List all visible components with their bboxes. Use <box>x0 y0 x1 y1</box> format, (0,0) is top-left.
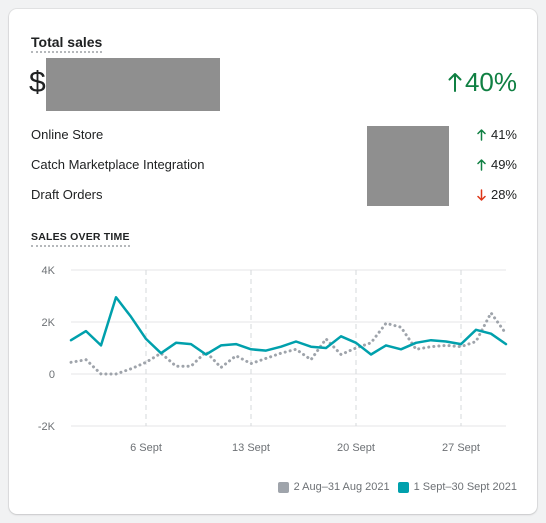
card-title[interactable]: Total sales <box>31 34 103 53</box>
total-sales-card: Total sales $ 40% Online Store 41% Catch… <box>9 9 537 514</box>
breakdown-change-value: 41% <box>490 127 517 142</box>
arrow-up-icon <box>448 72 462 92</box>
sales-over-time-title[interactable]: SALES OVER TIME <box>31 231 130 247</box>
y-axis-ticks: 4K 2K 0 -2K <box>38 265 56 433</box>
chart-grid <box>71 269 506 427</box>
legend-label-current: 1 Sept–30 Sept 2021 <box>413 481 517 493</box>
x-tick-label: 20 Sept <box>337 442 375 454</box>
total-change: 40% <box>448 66 517 98</box>
legend-item-previous[interactable]: 2 Aug–31 Aug 2021 <box>277 481 390 493</box>
breakdown-change: 49% <box>477 155 517 175</box>
arrow-up-icon <box>477 159 486 171</box>
x-tick-label: 27 Sept <box>442 442 480 454</box>
breakdown-row-draft-orders: Draft Orders 28% <box>31 185 517 205</box>
x-tick-label: 13 Sept <box>232 442 270 454</box>
breakdown-change: 28% <box>477 185 517 205</box>
y-tick-label: 2K <box>42 317 56 329</box>
sales-over-time-chart: 4K 2K 0 -2K 6 Sept 13 Sept 20 Sept 27 Sept <box>38 265 508 454</box>
y-tick-label: 0 <box>49 369 55 381</box>
legend-swatch-previous <box>277 481 289 493</box>
breakdown-row-online-store: Online Store 41% <box>31 125 517 145</box>
total-sales-currency: $ <box>29 66 46 99</box>
breakdown-row-catch-marketplace: Catch Marketplace Integration 49% <box>31 155 517 175</box>
legend-swatch-current <box>397 481 409 493</box>
breakdown-label: Online Store <box>31 127 104 142</box>
chart-series <box>69 296 508 376</box>
breakdown-label: Catch Marketplace Integration <box>31 157 205 172</box>
breakdown-change-value: 28% <box>490 187 517 202</box>
legend-label-previous: 2 Aug–31 Aug 2021 <box>293 481 390 493</box>
y-tick-label: 4K <box>42 265 56 277</box>
series-line-previous[interactable] <box>69 311 508 376</box>
breakdown-change-value: 49% <box>490 157 517 172</box>
breakdown-label: Draft Orders <box>31 187 103 202</box>
arrow-down-icon <box>477 189 486 201</box>
arrow-up-icon <box>477 129 486 141</box>
series-line-current[interactable] <box>69 296 508 356</box>
chart-legend: 2 Aug–31 Aug 2021 1 Sept–30 Sept 2021 <box>277 481 517 493</box>
breakdown-change: 41% <box>477 125 517 145</box>
x-axis-ticks: 6 Sept 13 Sept 20 Sept 27 Sept <box>130 442 480 454</box>
x-tick-label: 6 Sept <box>130 442 162 454</box>
redacted-breakdown-amounts <box>367 126 449 206</box>
redacted-total-amount <box>46 58 220 111</box>
legend-item-current[interactable]: 1 Sept–30 Sept 2021 <box>397 481 517 493</box>
y-tick-label: -2K <box>38 421 56 433</box>
total-change-value: 40% <box>464 67 517 97</box>
